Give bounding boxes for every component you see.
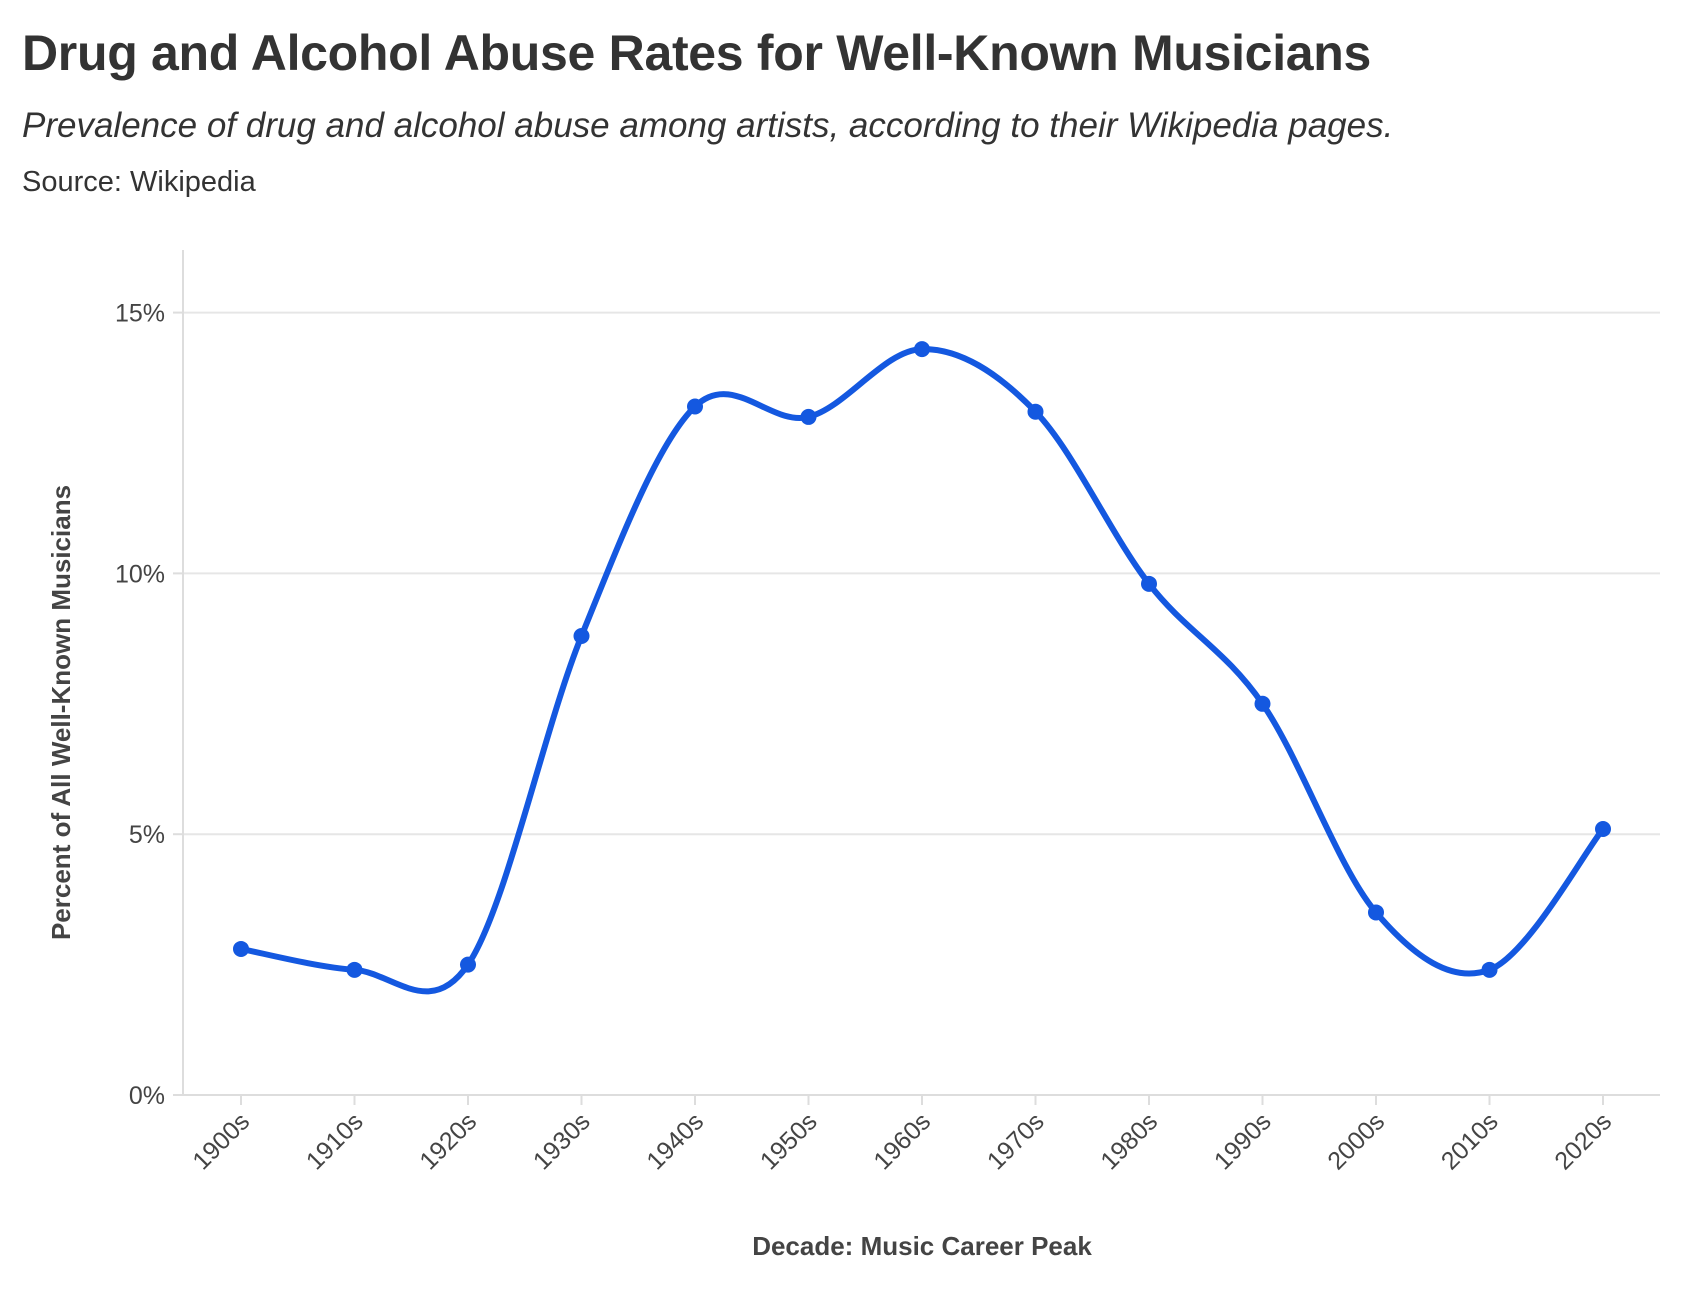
y-tick-label: 10% bbox=[115, 560, 165, 588]
chart-title: Drug and Alcohol Abuse Rates for Well-Kn… bbox=[22, 25, 1372, 81]
x-axis-ticks: 1900s 1910s 1920s 1930s 1940s 1950s 1960s 1970s… bbox=[187, 1095, 1617, 1175]
data-point bbox=[1141, 575, 1157, 592]
data-point bbox=[1368, 904, 1384, 921]
x-tick-label: 1970s bbox=[982, 1107, 1050, 1175]
x-tick-label: 1950s bbox=[755, 1107, 823, 1175]
data-point bbox=[914, 341, 930, 358]
data-point bbox=[460, 956, 476, 973]
y-tick-label: 15% bbox=[115, 300, 165, 328]
y-axis-ticks: 0% 5% 10% 15% bbox=[115, 300, 183, 1110]
chart-subtitle: Prevalence of drug and alcohol abuse amo… bbox=[22, 106, 1394, 145]
data-point bbox=[233, 940, 249, 957]
x-tick-label: 1980s bbox=[1095, 1107, 1163, 1175]
data-point bbox=[687, 398, 703, 415]
data-point bbox=[1481, 961, 1498, 978]
data-point bbox=[1595, 820, 1611, 837]
y-axis-title: Percent of All Well-Known Musicians bbox=[46, 485, 76, 940]
chart-source: Source: Wikipedia bbox=[22, 166, 256, 198]
x-tick-label: 2010s bbox=[1436, 1107, 1504, 1175]
data-point bbox=[1254, 695, 1271, 712]
data-point bbox=[1027, 403, 1044, 420]
gridlines bbox=[183, 311, 1660, 836]
series bbox=[233, 341, 1611, 995]
data-point bbox=[800, 408, 817, 425]
data-point bbox=[346, 961, 363, 978]
x-tick-label: 1930s bbox=[528, 1107, 596, 1175]
data-point bbox=[573, 627, 590, 644]
y-tick-label: 5% bbox=[129, 821, 165, 849]
y-tick-label: 0% bbox=[129, 1082, 165, 1110]
x-tick-label: 2000s bbox=[1322, 1107, 1390, 1175]
x-axis-title: Decade: Music Career Peak bbox=[752, 1231, 1092, 1261]
x-tick-label: 1940s bbox=[641, 1107, 709, 1175]
x-tick-label: 1960s bbox=[868, 1107, 936, 1175]
series-line bbox=[238, 346, 1606, 995]
x-tick-label: 1900s bbox=[187, 1107, 255, 1175]
x-tick-label: 1920s bbox=[414, 1107, 482, 1175]
x-tick-label: 1990s bbox=[1209, 1107, 1277, 1175]
x-tick-label: 1910s bbox=[301, 1107, 369, 1175]
x-tick-label: 2020s bbox=[1549, 1107, 1617, 1175]
